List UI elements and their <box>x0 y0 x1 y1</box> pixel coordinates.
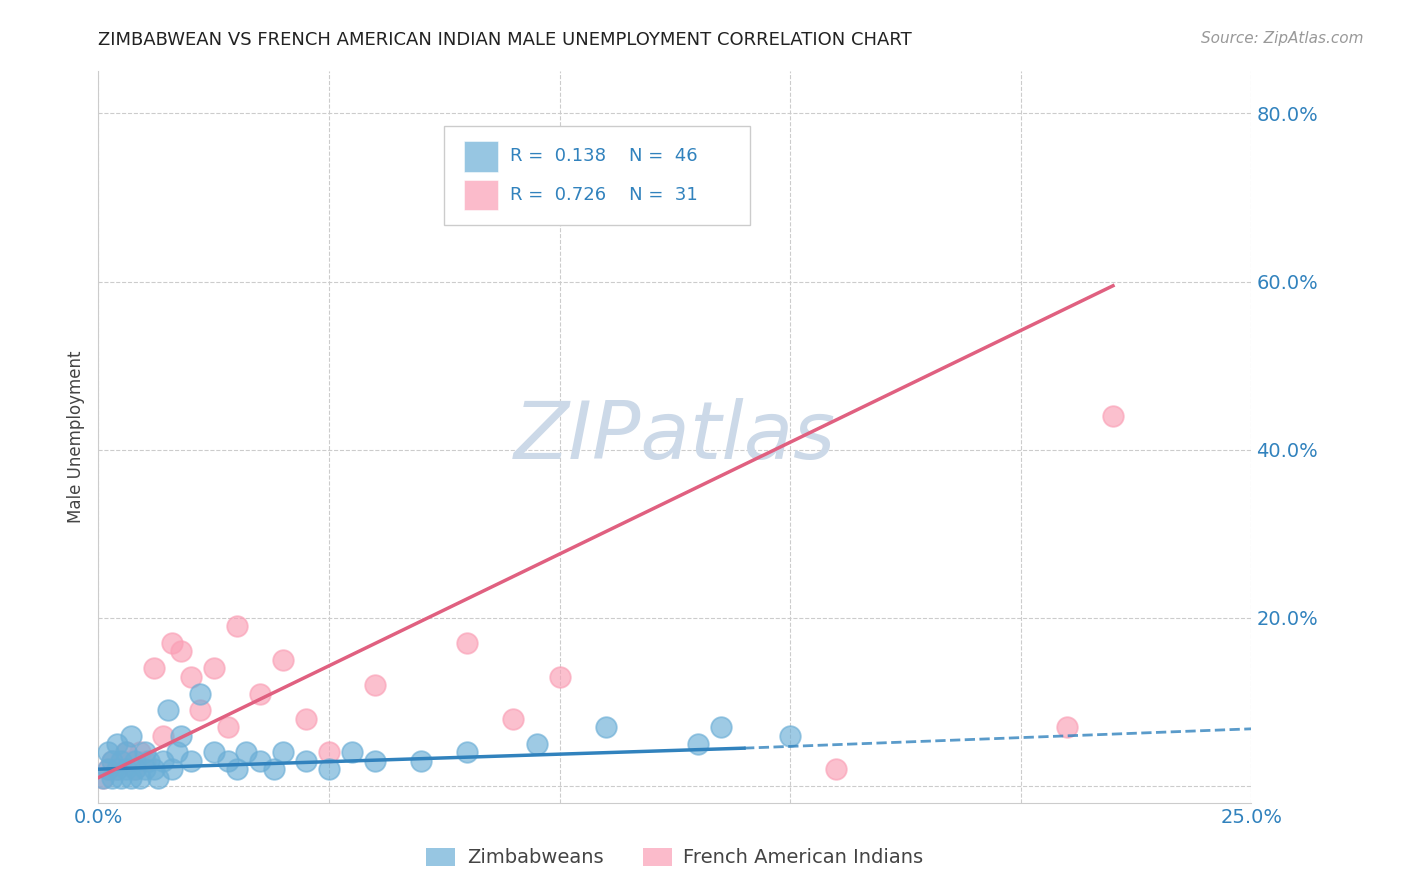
Text: R =  0.138    N =  46: R = 0.138 N = 46 <box>510 147 697 165</box>
Point <box>142 762 165 776</box>
Point <box>526 737 548 751</box>
Point <box>115 762 138 776</box>
Point <box>148 771 170 785</box>
Point <box>595 720 617 734</box>
Point <box>134 754 156 768</box>
Point <box>97 762 120 776</box>
Legend: Zimbabweans, French American Indians: Zimbabweans, French American Indians <box>416 838 934 877</box>
Point <box>686 207 709 221</box>
Point <box>249 754 271 768</box>
Point <box>548 670 571 684</box>
FancyBboxPatch shape <box>444 126 749 225</box>
Point <box>825 762 848 776</box>
Point <box>217 720 239 734</box>
Point <box>318 745 340 759</box>
Point <box>710 720 733 734</box>
Point <box>97 762 120 776</box>
Point <box>170 729 193 743</box>
Y-axis label: Male Unemployment: Male Unemployment <box>66 351 84 524</box>
Point <box>202 661 225 675</box>
Point <box>225 619 247 633</box>
Point <box>156 703 179 717</box>
Point <box>364 678 387 692</box>
FancyBboxPatch shape <box>464 179 499 211</box>
Point <box>340 745 363 759</box>
Point <box>271 745 294 759</box>
Point <box>110 754 132 768</box>
Point <box>120 729 142 743</box>
Point <box>91 771 114 785</box>
Point <box>129 771 152 785</box>
Point <box>134 762 156 776</box>
Point <box>160 636 183 650</box>
Point <box>364 754 387 768</box>
Point <box>456 636 478 650</box>
Point <box>235 745 257 759</box>
Point <box>502 712 524 726</box>
Point <box>105 762 128 776</box>
FancyBboxPatch shape <box>464 141 499 171</box>
Point <box>318 762 340 776</box>
Point <box>188 703 211 717</box>
Point <box>124 762 146 776</box>
Point <box>105 762 128 776</box>
Point <box>166 745 188 759</box>
Point <box>110 771 132 785</box>
Point <box>101 754 124 768</box>
Text: ZIMBABWEAN VS FRENCH AMERICAN INDIAN MALE UNEMPLOYMENT CORRELATION CHART: ZIMBABWEAN VS FRENCH AMERICAN INDIAN MAL… <box>98 31 912 49</box>
Point <box>124 754 146 768</box>
Point <box>138 754 160 768</box>
Point <box>188 686 211 700</box>
Point <box>249 686 271 700</box>
Point <box>779 729 801 743</box>
Point <box>105 737 128 751</box>
Point <box>91 771 114 785</box>
Point <box>263 762 285 776</box>
Point <box>295 754 318 768</box>
Point <box>411 754 433 768</box>
Point <box>129 745 152 759</box>
Point <box>160 762 183 776</box>
Point <box>115 745 138 759</box>
Point <box>115 745 138 759</box>
Point <box>202 745 225 759</box>
Point <box>225 762 247 776</box>
Text: Source: ZipAtlas.com: Source: ZipAtlas.com <box>1201 31 1364 46</box>
Point <box>101 771 124 785</box>
Point <box>271 653 294 667</box>
Point <box>120 771 142 785</box>
Point <box>1056 720 1078 734</box>
Point <box>152 754 174 768</box>
Point <box>456 745 478 759</box>
Text: ZIPatlas: ZIPatlas <box>513 398 837 476</box>
Point <box>152 729 174 743</box>
Point <box>120 754 142 768</box>
Point <box>124 762 146 776</box>
Point <box>1102 409 1125 423</box>
Point <box>686 737 709 751</box>
Text: R =  0.726    N =  31: R = 0.726 N = 31 <box>510 186 697 204</box>
Point <box>295 712 318 726</box>
Point <box>180 754 202 768</box>
Point <box>180 670 202 684</box>
Point <box>170 644 193 658</box>
Point <box>101 754 124 768</box>
Point <box>142 661 165 675</box>
Point <box>217 754 239 768</box>
Point <box>110 754 132 768</box>
Point <box>97 745 120 759</box>
Point <box>134 745 156 759</box>
